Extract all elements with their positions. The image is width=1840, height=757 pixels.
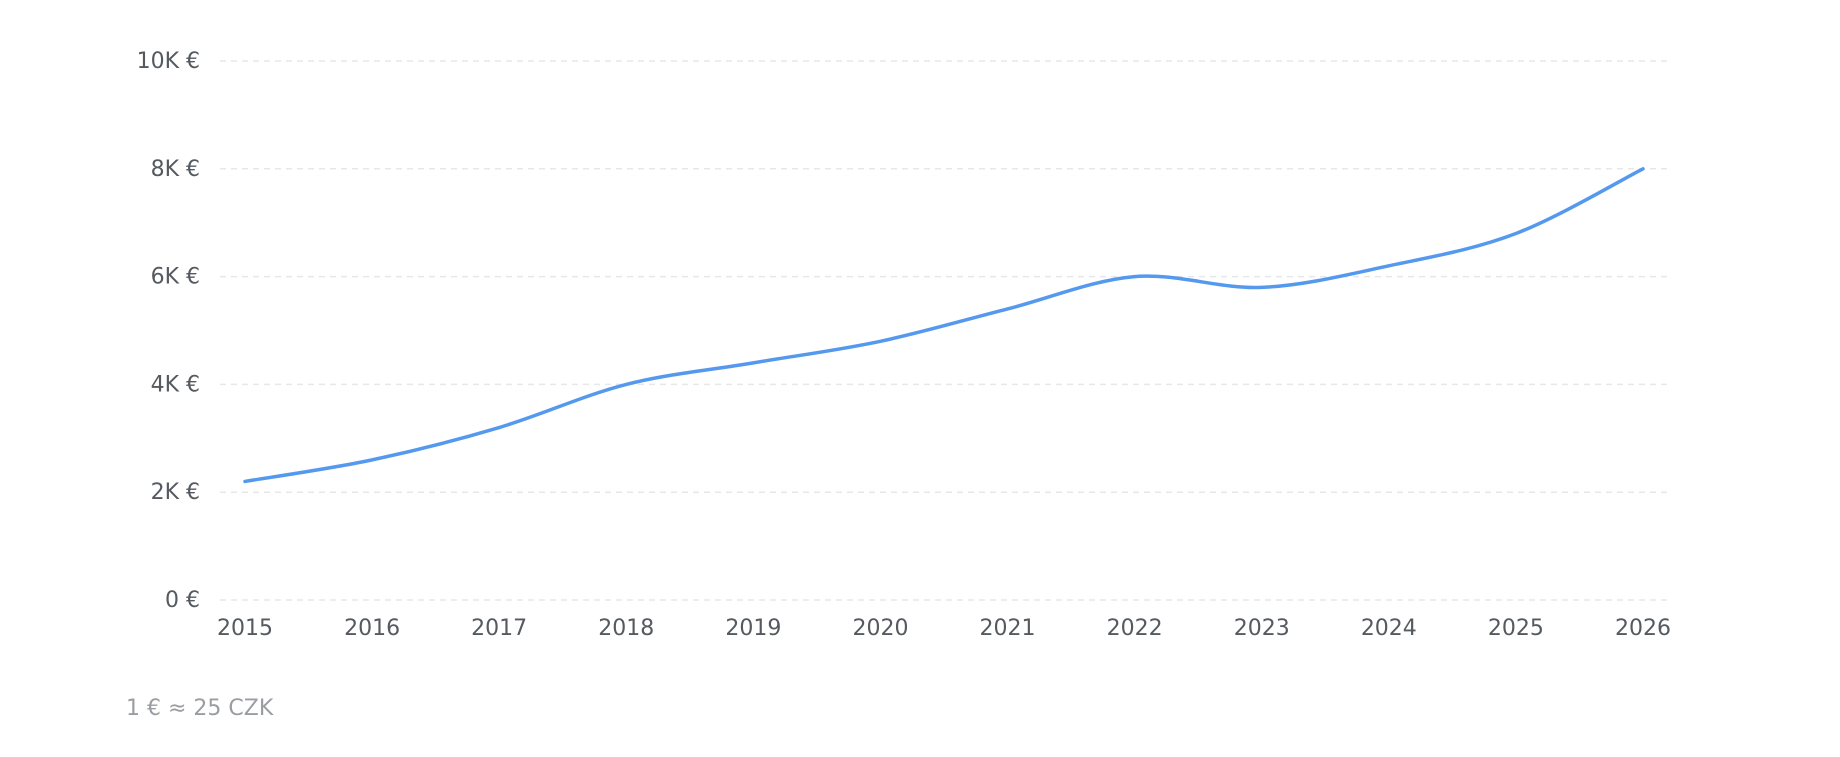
x-tick-label: 2024	[1361, 616, 1417, 641]
x-tick-label: 2023	[1234, 616, 1290, 641]
y-tick-label: 0 €	[165, 588, 200, 613]
x-tick-label: 2015	[217, 616, 273, 641]
x-tick-label: 2016	[344, 616, 400, 641]
x-tick-label: 2019	[725, 616, 781, 641]
x-tick-label: 2022	[1107, 616, 1163, 641]
data-line	[243, 167, 1645, 484]
x-tick-label: 2025	[1488, 616, 1544, 641]
y-tick-label: 10K €	[137, 49, 200, 74]
y-tick-label: 6K €	[151, 265, 200, 290]
y-tick-label: 8K €	[151, 157, 200, 182]
annotation: 1 € ≈ 25 CZK	[126, 696, 274, 721]
x-tick-label: 2017	[471, 616, 527, 641]
x-tick-label: 2026	[1615, 616, 1671, 641]
y-tick-label: 2K €	[151, 480, 200, 505]
x-tick-label: 2021	[980, 616, 1036, 641]
x-tick-label: 2020	[852, 616, 908, 641]
y-tick-label: 4K €	[151, 372, 200, 397]
x-tick-label: 2018	[598, 616, 654, 641]
